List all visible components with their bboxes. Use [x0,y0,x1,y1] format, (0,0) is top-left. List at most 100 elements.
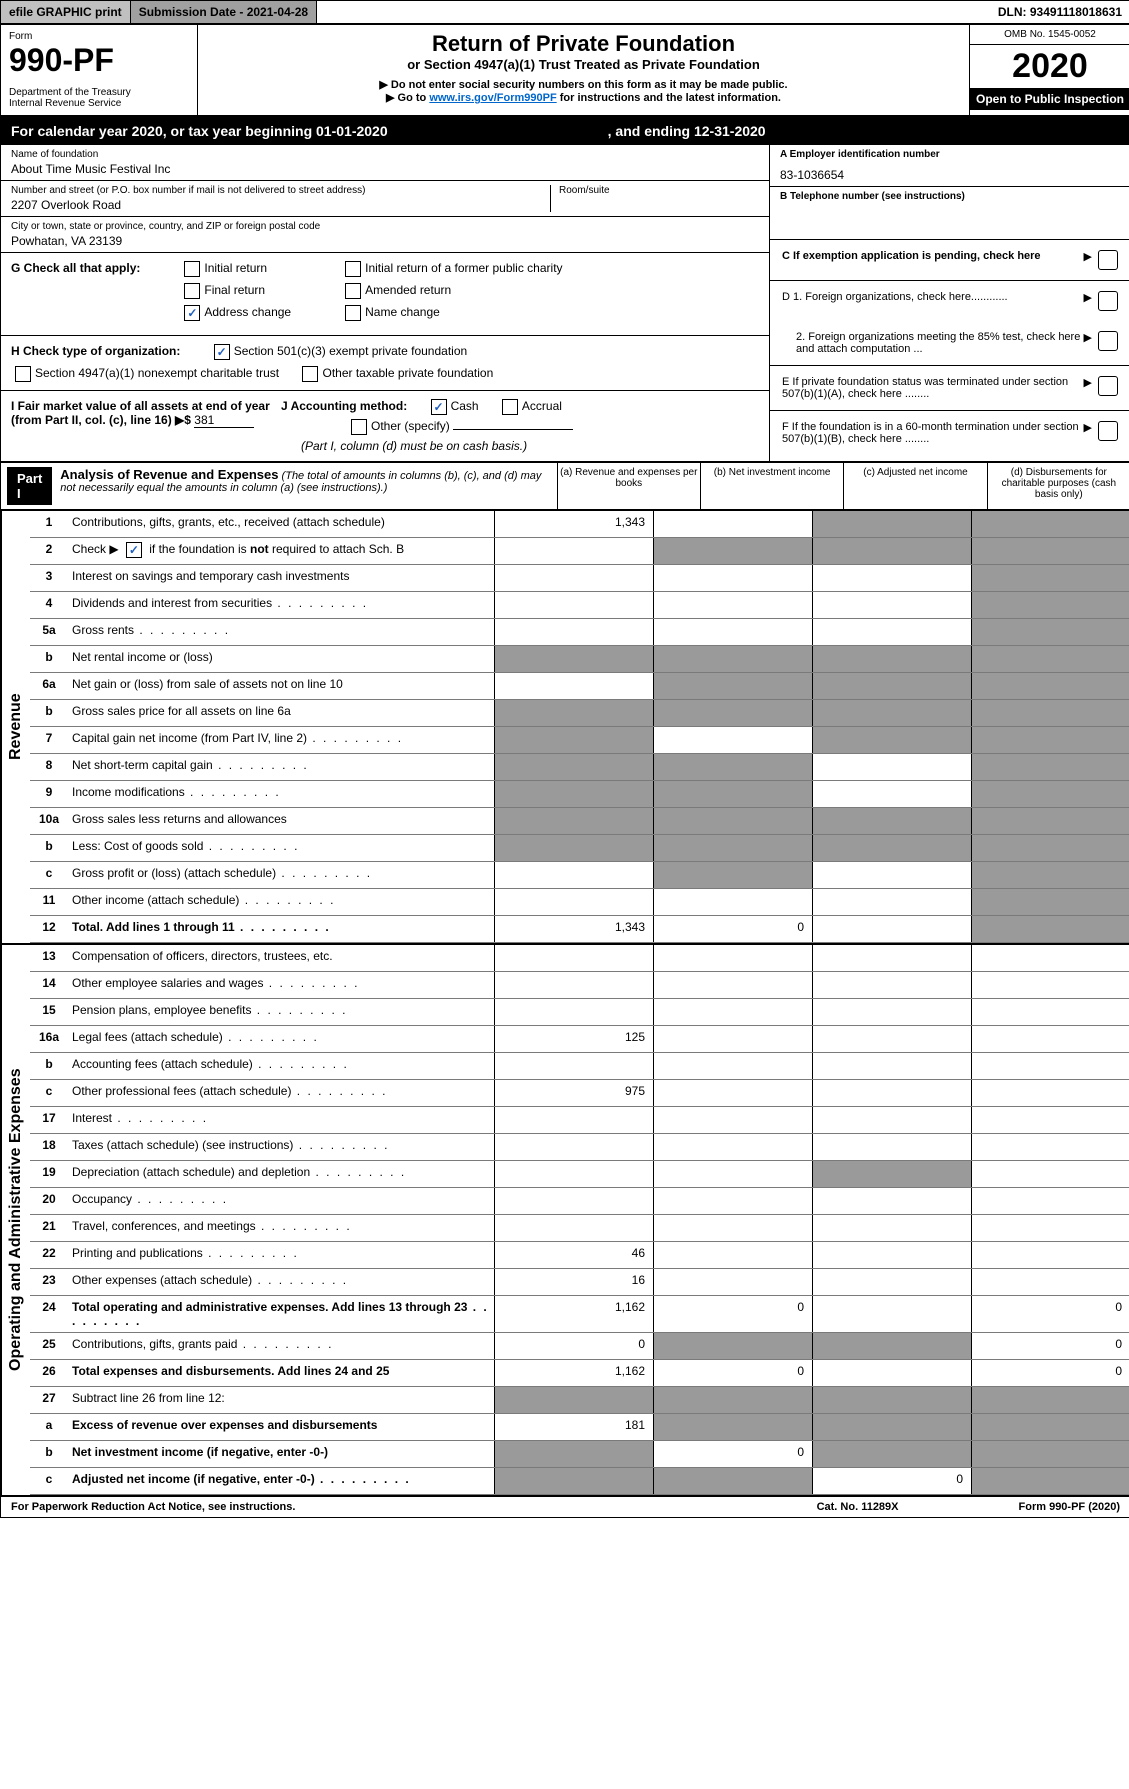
arrow-icon: ▶ [1084,250,1092,263]
accounting-row: I Fair market value of all assets at end… [1,391,769,461]
initial-return-checkbox[interactable] [184,261,200,277]
line-number: b [30,700,68,726]
line-description: Interest [68,1107,494,1133]
cell-d [971,727,1129,753]
accrual-checkbox[interactable] [502,399,518,415]
revenue-body: 1Contributions, gifts, grants, etc., rec… [30,511,1129,943]
d2-checkbox[interactable] [1098,331,1118,351]
line-number: 9 [30,781,68,807]
cell-b [653,1026,812,1052]
form-title: Return of Private Foundation [206,31,961,57]
d2-label: 2. Foreign organizations meeting the 85%… [782,331,1084,355]
cell-c [812,1026,971,1052]
table-row: 4Dividends and interest from securities [30,592,1129,619]
line-number: 3 [30,565,68,591]
h-label: H Check type of organization: [11,344,180,358]
cell-b [653,781,812,807]
foundation-name-row: Name of foundation About Time Music Fest… [1,145,769,181]
f-row: F If the foundation is in a 60-month ter… [770,410,1129,455]
cell-c [812,1414,971,1440]
cell-c [812,1360,971,1386]
footer-row: For Paperwork Reduction Act Notice, see … [1,1495,1129,1517]
g-check-row: G Check all that apply: Initial return F… [1,253,769,336]
line-description: Other income (attach schedule) [68,889,494,915]
amended-checkbox[interactable] [345,283,361,299]
address-change-checkbox[interactable] [184,305,200,321]
line-description: Adjusted net income (if negative, enter … [68,1468,494,1494]
sec4947-checkbox[interactable] [15,366,31,382]
initial-former-checkbox[interactable] [345,261,361,277]
cell-a [494,619,653,645]
analysis-heading: Analysis of Revenue and Expenses [60,467,278,482]
final-return-checkbox[interactable] [184,283,200,299]
line-description: Legal fees (attach schedule) [68,1026,494,1052]
city-label: City or town, state or province, country… [11,221,759,232]
cell-c [812,646,971,672]
table-row: bLess: Cost of goods sold [30,835,1129,862]
cell-d [971,673,1129,699]
cell-d [971,1053,1129,1079]
table-row: 20Occupancy [30,1188,1129,1215]
other-checkbox[interactable] [351,419,367,435]
cell-d [971,862,1129,888]
line-description: Other expenses (attach schedule) [68,1269,494,1295]
cell-b [653,1242,812,1268]
street-row: Number and street (or P.O. box number if… [1,181,769,217]
e-checkbox[interactable] [1098,376,1118,396]
cash-checkbox[interactable] [431,399,447,415]
cell-c [812,1080,971,1106]
cell-c [812,1441,971,1467]
other-taxable-checkbox[interactable] [302,366,318,382]
cell-c [812,1296,971,1332]
line-number: 19 [30,1161,68,1187]
cell-d [971,538,1129,564]
line-number: 18 [30,1134,68,1160]
d1-row: D 1. Foreign organizations, check here..… [770,280,1129,321]
table-row: 24Total operating and administrative exp… [30,1296,1129,1333]
table-row: 15Pension plans, employee benefits [30,999,1129,1026]
cell-a [494,1134,653,1160]
table-row: 21Travel, conferences, and meetings [30,1215,1129,1242]
line-description: Subtract line 26 from line 12: [68,1387,494,1413]
cell-c [812,1161,971,1187]
cell-b [653,1188,812,1214]
line-description: Total operating and administrative expen… [68,1296,494,1332]
cell-b [653,1414,812,1440]
cell-b [653,511,812,537]
cell-a [494,945,653,971]
cell-c [812,1107,971,1133]
line-description: Interest on savings and temporary cash i… [68,565,494,591]
line-number: 16a [30,1026,68,1052]
sec501-checkbox[interactable] [214,344,230,360]
cell-b [653,889,812,915]
e-label: E If private foundation status was termi… [782,376,1084,400]
cell-d [971,1134,1129,1160]
cell-a [494,565,653,591]
instructions-link[interactable]: www.irs.gov/Form990PF [429,92,556,104]
f-checkbox[interactable] [1098,421,1118,441]
name-change-checkbox[interactable] [345,305,361,321]
submission-date: Submission Date - 2021-04-28 [131,1,317,23]
cell-c [812,727,971,753]
d1-checkbox[interactable] [1098,291,1118,311]
cell-d [971,1387,1129,1413]
city-val: Powhatan, VA 23139 [11,234,759,248]
cell-a [494,1188,653,1214]
cell-d [971,1107,1129,1133]
inspection-label: Open to Public Inspection [970,88,1129,110]
h-check-row: H Check type of organization: Section 50… [1,336,769,391]
table-row: 14Other employee salaries and wages [30,972,1129,999]
exemption-checkbox[interactable] [1098,250,1118,270]
cell-c [812,945,971,971]
line-description: Compensation of officers, directors, tru… [68,945,494,971]
cell-a [494,1441,653,1467]
table-row: 27Subtract line 26 from line 12: [30,1387,1129,1414]
line-number: b [30,1441,68,1467]
arrow-icon: ▶ [1084,421,1092,434]
line-description: Accounting fees (attach schedule) [68,1053,494,1079]
cell-c [812,565,971,591]
cell-d [971,999,1129,1025]
form-header: Form 990-PF Department of the Treasury I… [1,25,1129,117]
line-number: 27 [30,1387,68,1413]
cell-a [494,1161,653,1187]
